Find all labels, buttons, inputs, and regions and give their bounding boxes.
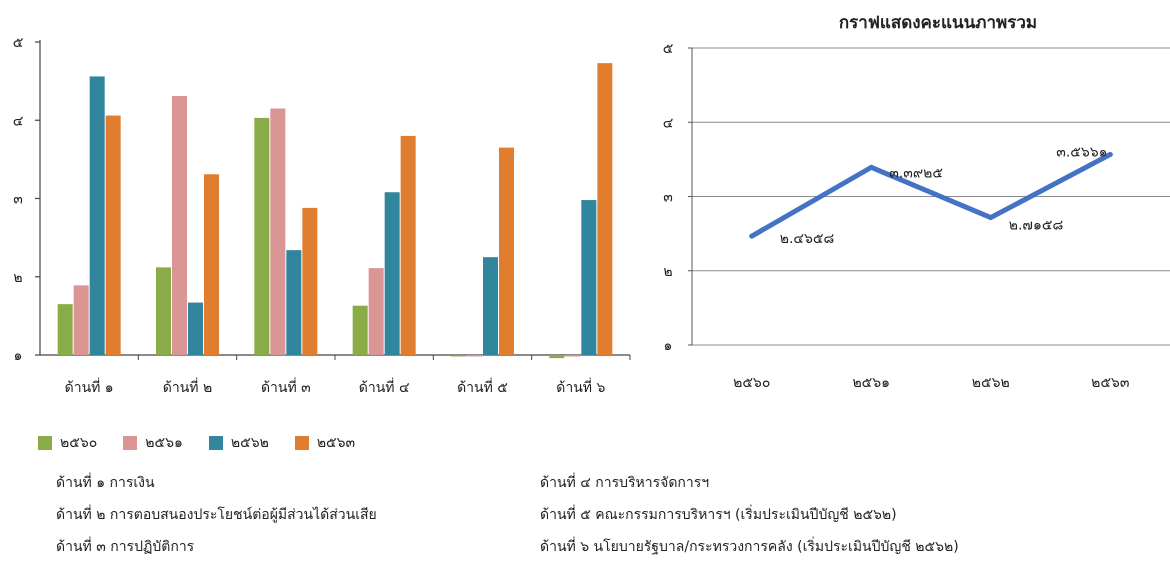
bar-chart: ๑ ๒ ๓ ๔ ๕ด้านที่ ๑ ด้านที่ ๒ ด้านที่ ๓ ด้านที่ … [13, 35, 631, 396]
data-label: ๒.๔๖๕๘ [780, 231, 835, 247]
data-point [868, 164, 874, 170]
bar [483, 257, 498, 355]
data-point [1107, 151, 1113, 157]
bar [549, 355, 565, 359]
y-tick-label: ๔ [13, 113, 24, 129]
series-line [749, 151, 1113, 239]
y-tick-label: ๓ [663, 190, 673, 206]
x-tick-label: ๒๕๖๐ [733, 375, 770, 391]
bar [302, 207, 318, 355]
data-point [988, 215, 994, 221]
legend-item: ๒๕๖๐ [38, 432, 97, 454]
data-point [749, 233, 755, 239]
notes-left: ด้านที่ ๑ การเงิน ด้านที่ ๒ การตอบสนองปร… [56, 467, 377, 563]
note-line: ด้านที่ ๔ การบริหารจัดการฯ [540, 475, 710, 491]
x-tick-label: ด้านที่ ๕ [457, 378, 508, 396]
bar [368, 268, 384, 355]
x-tick-label: ด้านที่ ๑ [65, 378, 114, 396]
x-tick-label: ด้านที่ ๔ [359, 378, 410, 396]
y-tick-label: ๒ [663, 264, 672, 280]
x-tick-label: ๒๕๖๑ [852, 375, 890, 391]
legend-swatch [123, 436, 138, 450]
bar [270, 108, 286, 355]
bar [352, 305, 368, 355]
y-tick-label: ๕ [13, 35, 24, 51]
bar [581, 200, 597, 355]
chart-title: กราฟแสดงคะแนนภาพรวม [839, 13, 1037, 33]
data-label: ๒.๗๑๕๘ [1009, 218, 1064, 234]
bar [384, 192, 400, 355]
legend-label: ๒๕๖๒ [230, 435, 269, 451]
legend-item: ๒๕๖๓ [294, 432, 356, 454]
bar [204, 174, 219, 355]
bar [254, 117, 270, 355]
note-line: ด้านที่ ๒ การตอบสนองประโยชน์ต่อผู้มีส่วน… [56, 507, 377, 523]
bar [565, 355, 581, 357]
x-tick-label: ๒๕๖๒ [972, 375, 1010, 391]
x-tick-label: ๒๕๖๓ [1091, 375, 1129, 391]
legend-label: ๒๕๖๐ [60, 435, 98, 451]
bar [172, 95, 187, 356]
legend-label: ๒๕๖๑ [145, 435, 183, 451]
legend-label: ๒๕๖๓ [316, 435, 356, 451]
legend-swatch [38, 436, 52, 450]
note-line: ด้านที่ ๖ นโยบายรัฐบาล/กระทรวงการคลัง (เ… [540, 539, 959, 555]
legend-swatch [294, 436, 309, 450]
data-label: ๓.๕๖๖๑ [1056, 144, 1107, 160]
y-tick-label: ๒ [13, 270, 22, 286]
legend-swatch [208, 436, 223, 450]
y-tick-label: ๓ [13, 192, 23, 208]
bar [73, 285, 89, 355]
y-tick-label: ๑ [664, 338, 673, 354]
y-tick-label: ๕ [663, 41, 674, 57]
x-tick-label: ด้านที่ ๓ [261, 378, 311, 396]
bar [451, 355, 466, 357]
bar [286, 250, 302, 355]
bar [89, 76, 105, 356]
y-tick-label: ๔ [663, 115, 674, 131]
bar [597, 63, 613, 355]
note-line: ด้านที่ ๕ คณะกรรมการบริหารฯ (เริ่มประเมิ… [540, 507, 897, 523]
note-line: ด้านที่ ๓ การปฏิบัติการ [56, 539, 195, 555]
notes-right: ด้านที่ ๔ การบริหารจัดการฯ ด้านที่ ๕ คณะ… [540, 467, 959, 563]
legend-item: ๒๕๖๒ [208, 432, 269, 454]
data-label: ๓.๓๙๒๕ [889, 165, 943, 181]
bar [467, 355, 482, 357]
note-line: ด้านที่ ๑ การเงิน [56, 475, 155, 491]
x-tick-label: ด้านที่ ๖ [556, 378, 605, 396]
x-tick-label: ด้านที่ ๒ [163, 378, 212, 396]
bar [188, 302, 203, 355]
bar [57, 304, 73, 355]
bar [499, 147, 514, 355]
y-tick-label: ๑ [14, 348, 23, 364]
bar [156, 267, 171, 355]
bar-legend: ๒๕๖๐ ๒๕๖๑ ๒๕๖๒ ๒๕๖๓ [38, 432, 355, 454]
bar [400, 135, 416, 355]
legend-item: ๒๕๖๑ [123, 432, 183, 454]
bar [105, 115, 121, 356]
